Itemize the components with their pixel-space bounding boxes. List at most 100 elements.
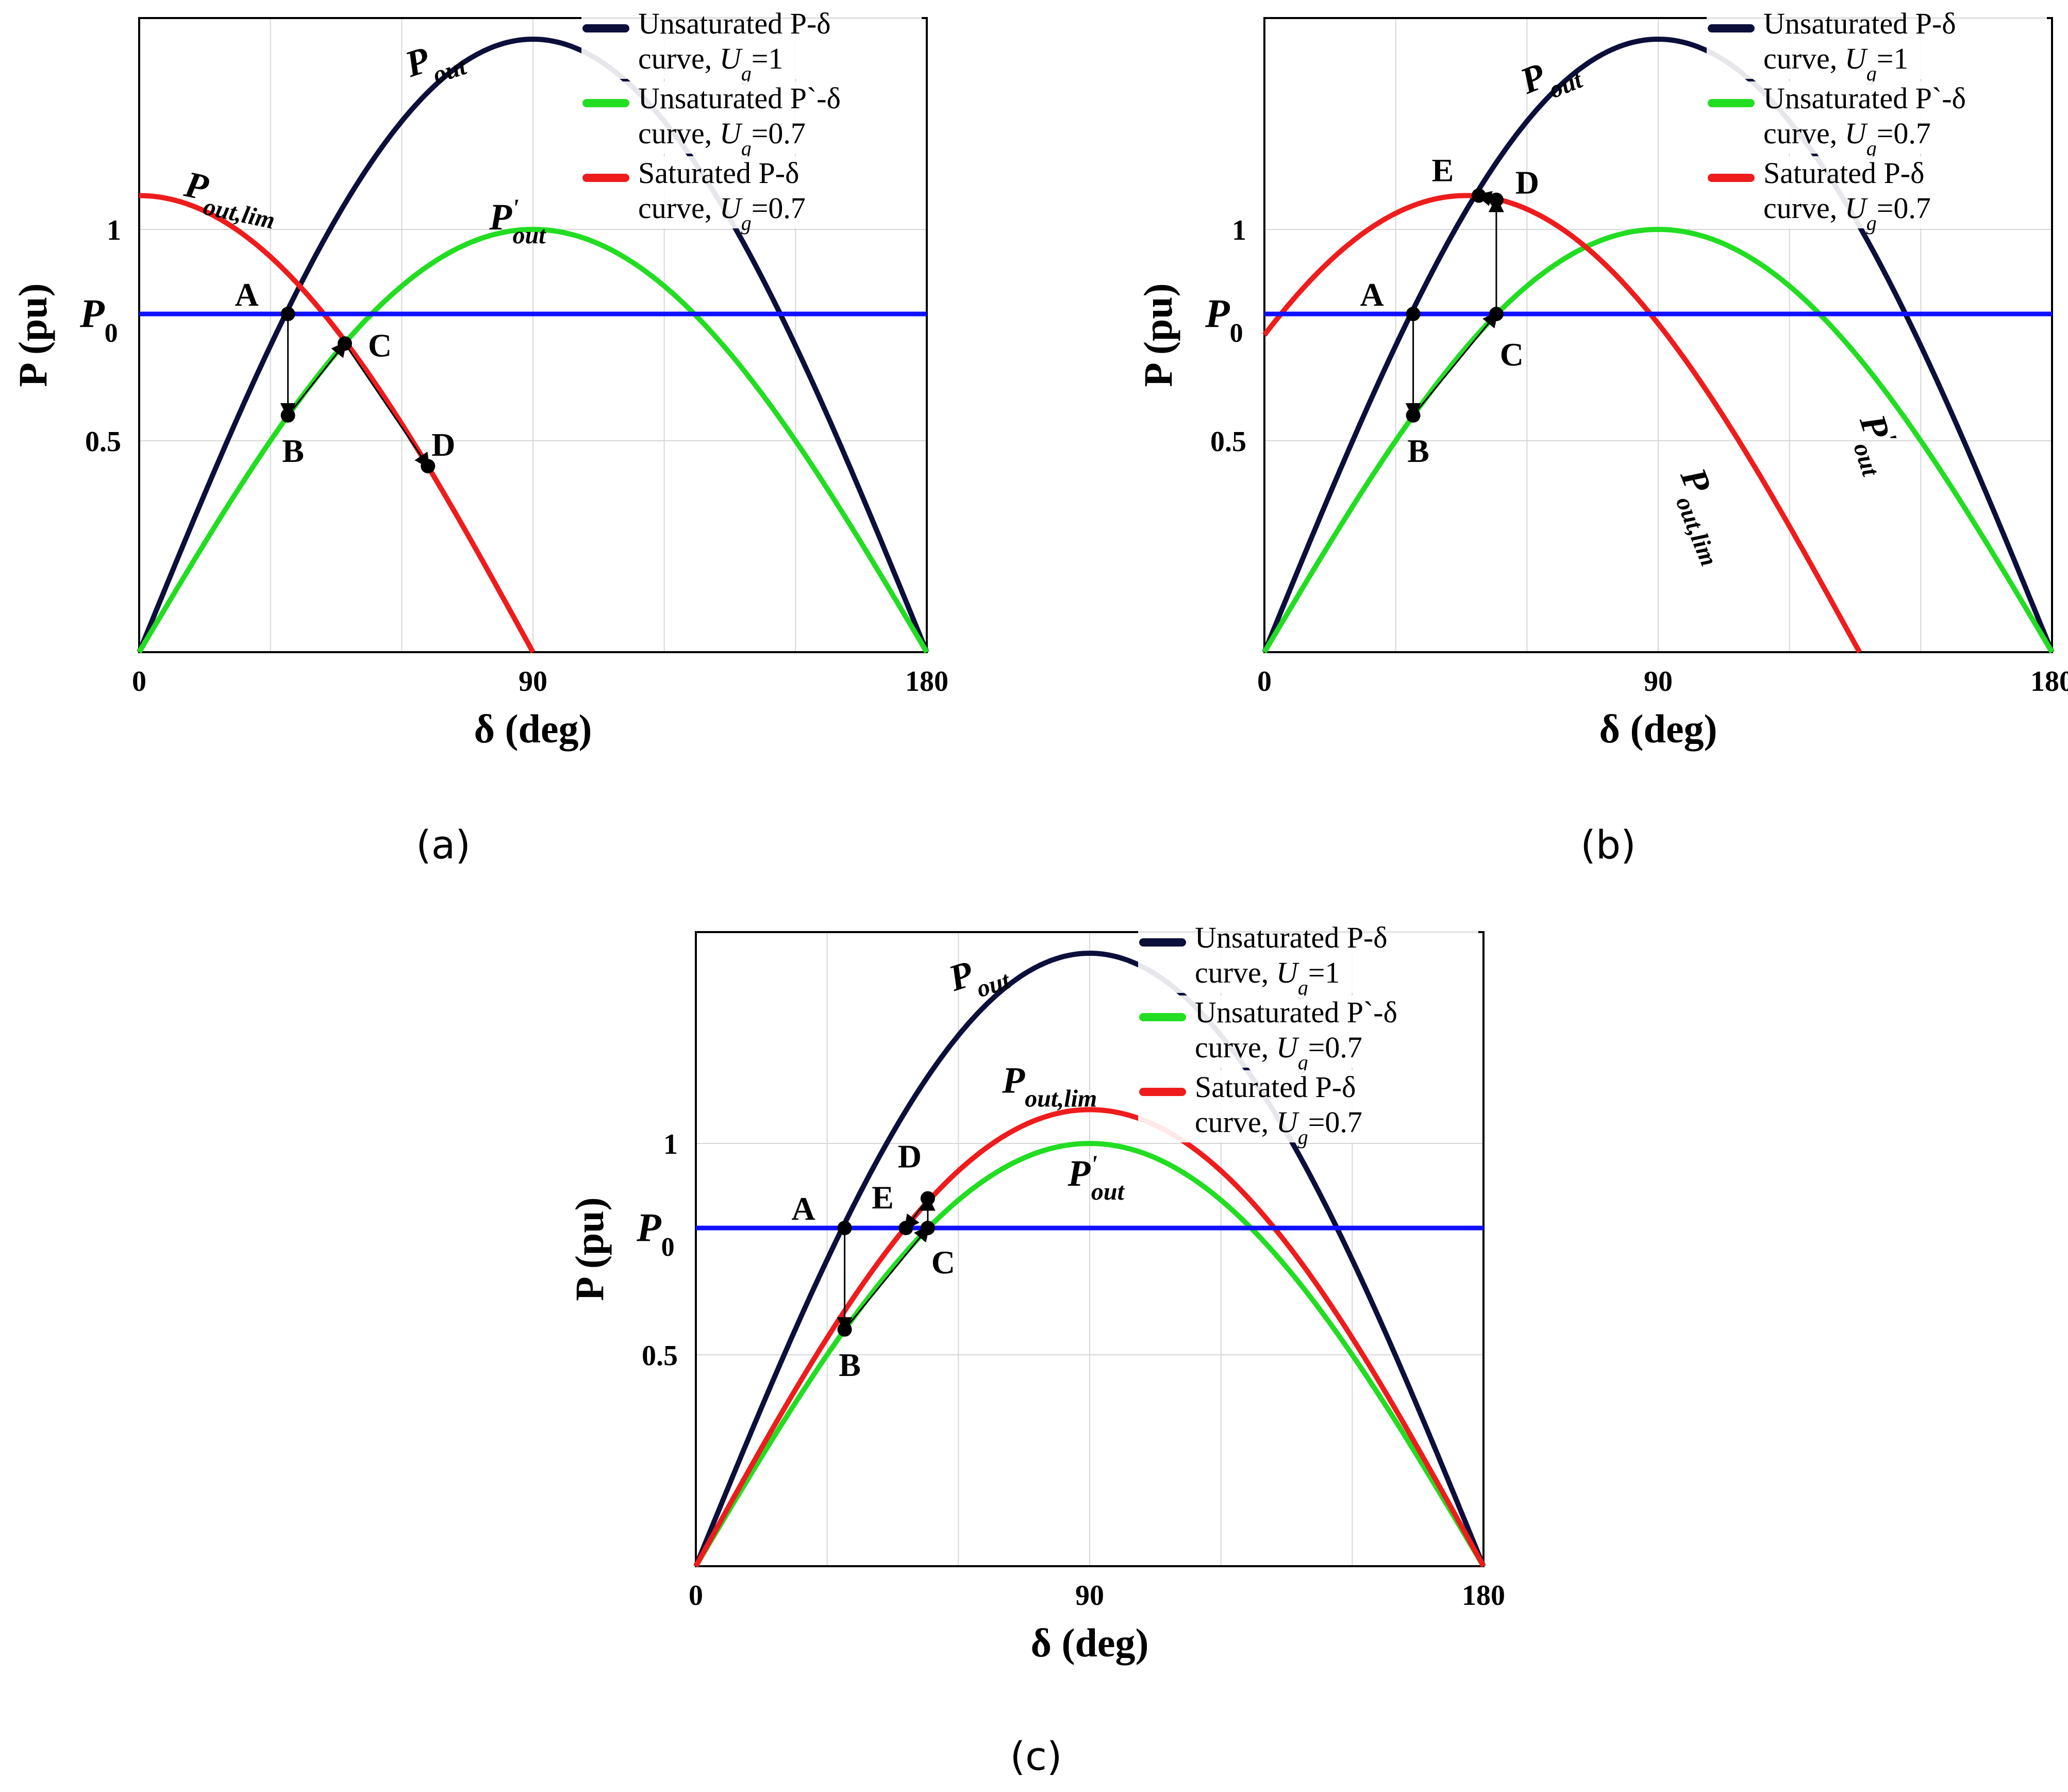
y-tick-label: 0.5: [1210, 426, 1246, 458]
transition-arrow: [1412, 311, 1498, 416]
legend-entry-line1: Saturated P-δ: [1195, 1070, 1356, 1104]
operating-point-B: [1406, 408, 1421, 423]
point-label-B: B: [1407, 433, 1429, 469]
point-label-A: A: [792, 1190, 815, 1227]
plot-frame: [1263, 17, 2053, 653]
point-label-A: A: [1360, 276, 1384, 313]
x-axis-title: δ (deg): [1599, 706, 1717, 751]
operating-point-D: [1489, 192, 1504, 207]
legend-entry-line1: Unsaturated P`-δ: [1763, 81, 1966, 115]
operating-point-A: [837, 1221, 852, 1235]
curve-label-pout: Pout: [943, 942, 1014, 1010]
y-axis-title: P (pu): [567, 1197, 612, 1301]
x-tick-label: 90: [1644, 666, 1673, 698]
curve-label-poutprime: P'out: [1068, 1151, 1125, 1205]
point-label-E: E: [872, 1179, 894, 1216]
point-label-D: D: [1515, 164, 1539, 201]
series-line-1: [1262, 226, 2055, 654]
series-line-2: [693, 1107, 1486, 1568]
legend-entry-line2: curve, Ug=0.7: [1763, 191, 1931, 235]
y-axis-title: P (pu): [1136, 283, 1180, 387]
chart-panel-a: 0 90 180 1 0.5 P0 δ (deg) P (pu) Unsaturated P-δ…: [10, 7, 948, 868]
x-tick-label: 180: [2030, 666, 2068, 698]
x-tick-label: 180: [1462, 1580, 1505, 1612]
curve-label-poutlim: Pout,lim: [1002, 1060, 1097, 1113]
series-line-0: [137, 36, 929, 653]
legend-entry-line2: curve, Ug=0.7: [638, 191, 806, 235]
y-tick-label: 0.5: [642, 1340, 678, 1372]
x-tick-label: 90: [519, 666, 547, 698]
legend-entry-line2: curve, Ug=0.7: [638, 117, 806, 160]
y-tick-label: 1: [1232, 214, 1246, 246]
series-line-1: [137, 226, 929, 654]
transition-arrow: [344, 343, 430, 469]
chart-panel-c: 0 90 180 1 0.5 P0 δ (deg) P (pu) Unsaturated P-δ…: [567, 921, 1505, 1779]
x-tick-label: 180: [905, 666, 948, 698]
legend-entry-line2: curve, Ug=0.7: [1763, 117, 1931, 160]
legend-entry-line2: curve, Ug=1: [638, 42, 783, 85]
point-label-B: B: [282, 433, 304, 469]
legend-entry-line1: Unsaturated P`-δ: [638, 81, 841, 115]
legend-entry-line2: curve, Ug=1: [1763, 42, 1908, 85]
y-tick-label: 0.5: [85, 426, 121, 458]
x-axis-title: δ (deg): [1031, 1620, 1149, 1665]
y-axis-title: P (pu): [10, 283, 55, 387]
curve-label-poutprime: P'out: [1841, 408, 1911, 480]
point-label-C: C: [931, 1244, 955, 1281]
series-line-0: [693, 950, 1486, 1567]
series-line-0: [1262, 36, 2055, 653]
panel-caption: (a): [416, 822, 471, 868]
point-label-D: D: [431, 426, 455, 463]
legend-entry-line1: Unsaturated P`-δ: [1195, 995, 1397, 1029]
curve-label-poutlim: Pout,lim: [178, 163, 282, 235]
p0-label: P0: [79, 291, 118, 348]
x-tick-label: 0: [1257, 666, 1272, 698]
x-tick-label: 0: [689, 1580, 703, 1612]
operating-point-E: [1471, 188, 1486, 203]
operating-point-E: [898, 1221, 913, 1235]
curve-label-pout: Pout: [1514, 42, 1587, 112]
legend-entry-line1: Saturated P-δ: [1763, 156, 1924, 190]
operating-point-B: [837, 1322, 852, 1337]
operating-point-D: [421, 459, 436, 474]
legend-entry-line1: Unsaturated P-δ: [1195, 921, 1388, 954]
operating-point-C: [337, 336, 352, 351]
p0-label: P0: [1205, 291, 1243, 348]
point-label-E: E: [1432, 152, 1454, 188]
transition-arrow: [844, 1225, 930, 1330]
legend-entry-line2: curve, Ug=0.7: [1195, 1105, 1362, 1149]
point-label-A: A: [235, 276, 259, 313]
curve-label-poutlim: Pout,lim: [1662, 462, 1746, 570]
series-line-1: [693, 1140, 1486, 1568]
transition-arrow: [287, 341, 347, 416]
legend-entry-line2: curve, Ug=0.7: [1195, 1031, 1362, 1074]
operating-point-B: [280, 408, 295, 423]
p0-label: P0: [636, 1205, 675, 1262]
operating-point-A: [280, 307, 295, 321]
legend-entry-line1: Saturated P-δ: [638, 156, 799, 190]
legend-entry-line1: Unsaturated P-δ: [638, 7, 831, 40]
series-line-2: [1262, 193, 1862, 654]
series-line-2: [139, 193, 536, 654]
operating-point-C: [1489, 307, 1504, 321]
operating-point-A: [1406, 307, 1421, 321]
y-tick-label: 1: [107, 214, 121, 246]
panel-caption: (c): [1010, 1733, 1062, 1779]
operating-point-D: [920, 1191, 935, 1206]
operating-point-C: [920, 1221, 935, 1235]
chart-panel-b: 0 90 180 1 0.5 P0 δ (deg) P (pu) Unsaturated P-δ…: [1136, 7, 2068, 868]
x-axis-title: δ (deg): [474, 706, 592, 751]
legend-entry-line2: curve, Ug=1: [1195, 956, 1340, 999]
x-tick-label: 90: [1075, 1580, 1104, 1612]
curve-label-poutprime: P'out: [489, 194, 546, 249]
legend-entry-line1: Unsaturated P-δ: [1763, 7, 1956, 40]
point-label-B: B: [839, 1347, 861, 1383]
point-label-D: D: [898, 1138, 922, 1175]
plot-frame: [695, 931, 1485, 1567]
x-tick-label: 0: [132, 666, 146, 698]
point-label-C: C: [1500, 336, 1524, 373]
